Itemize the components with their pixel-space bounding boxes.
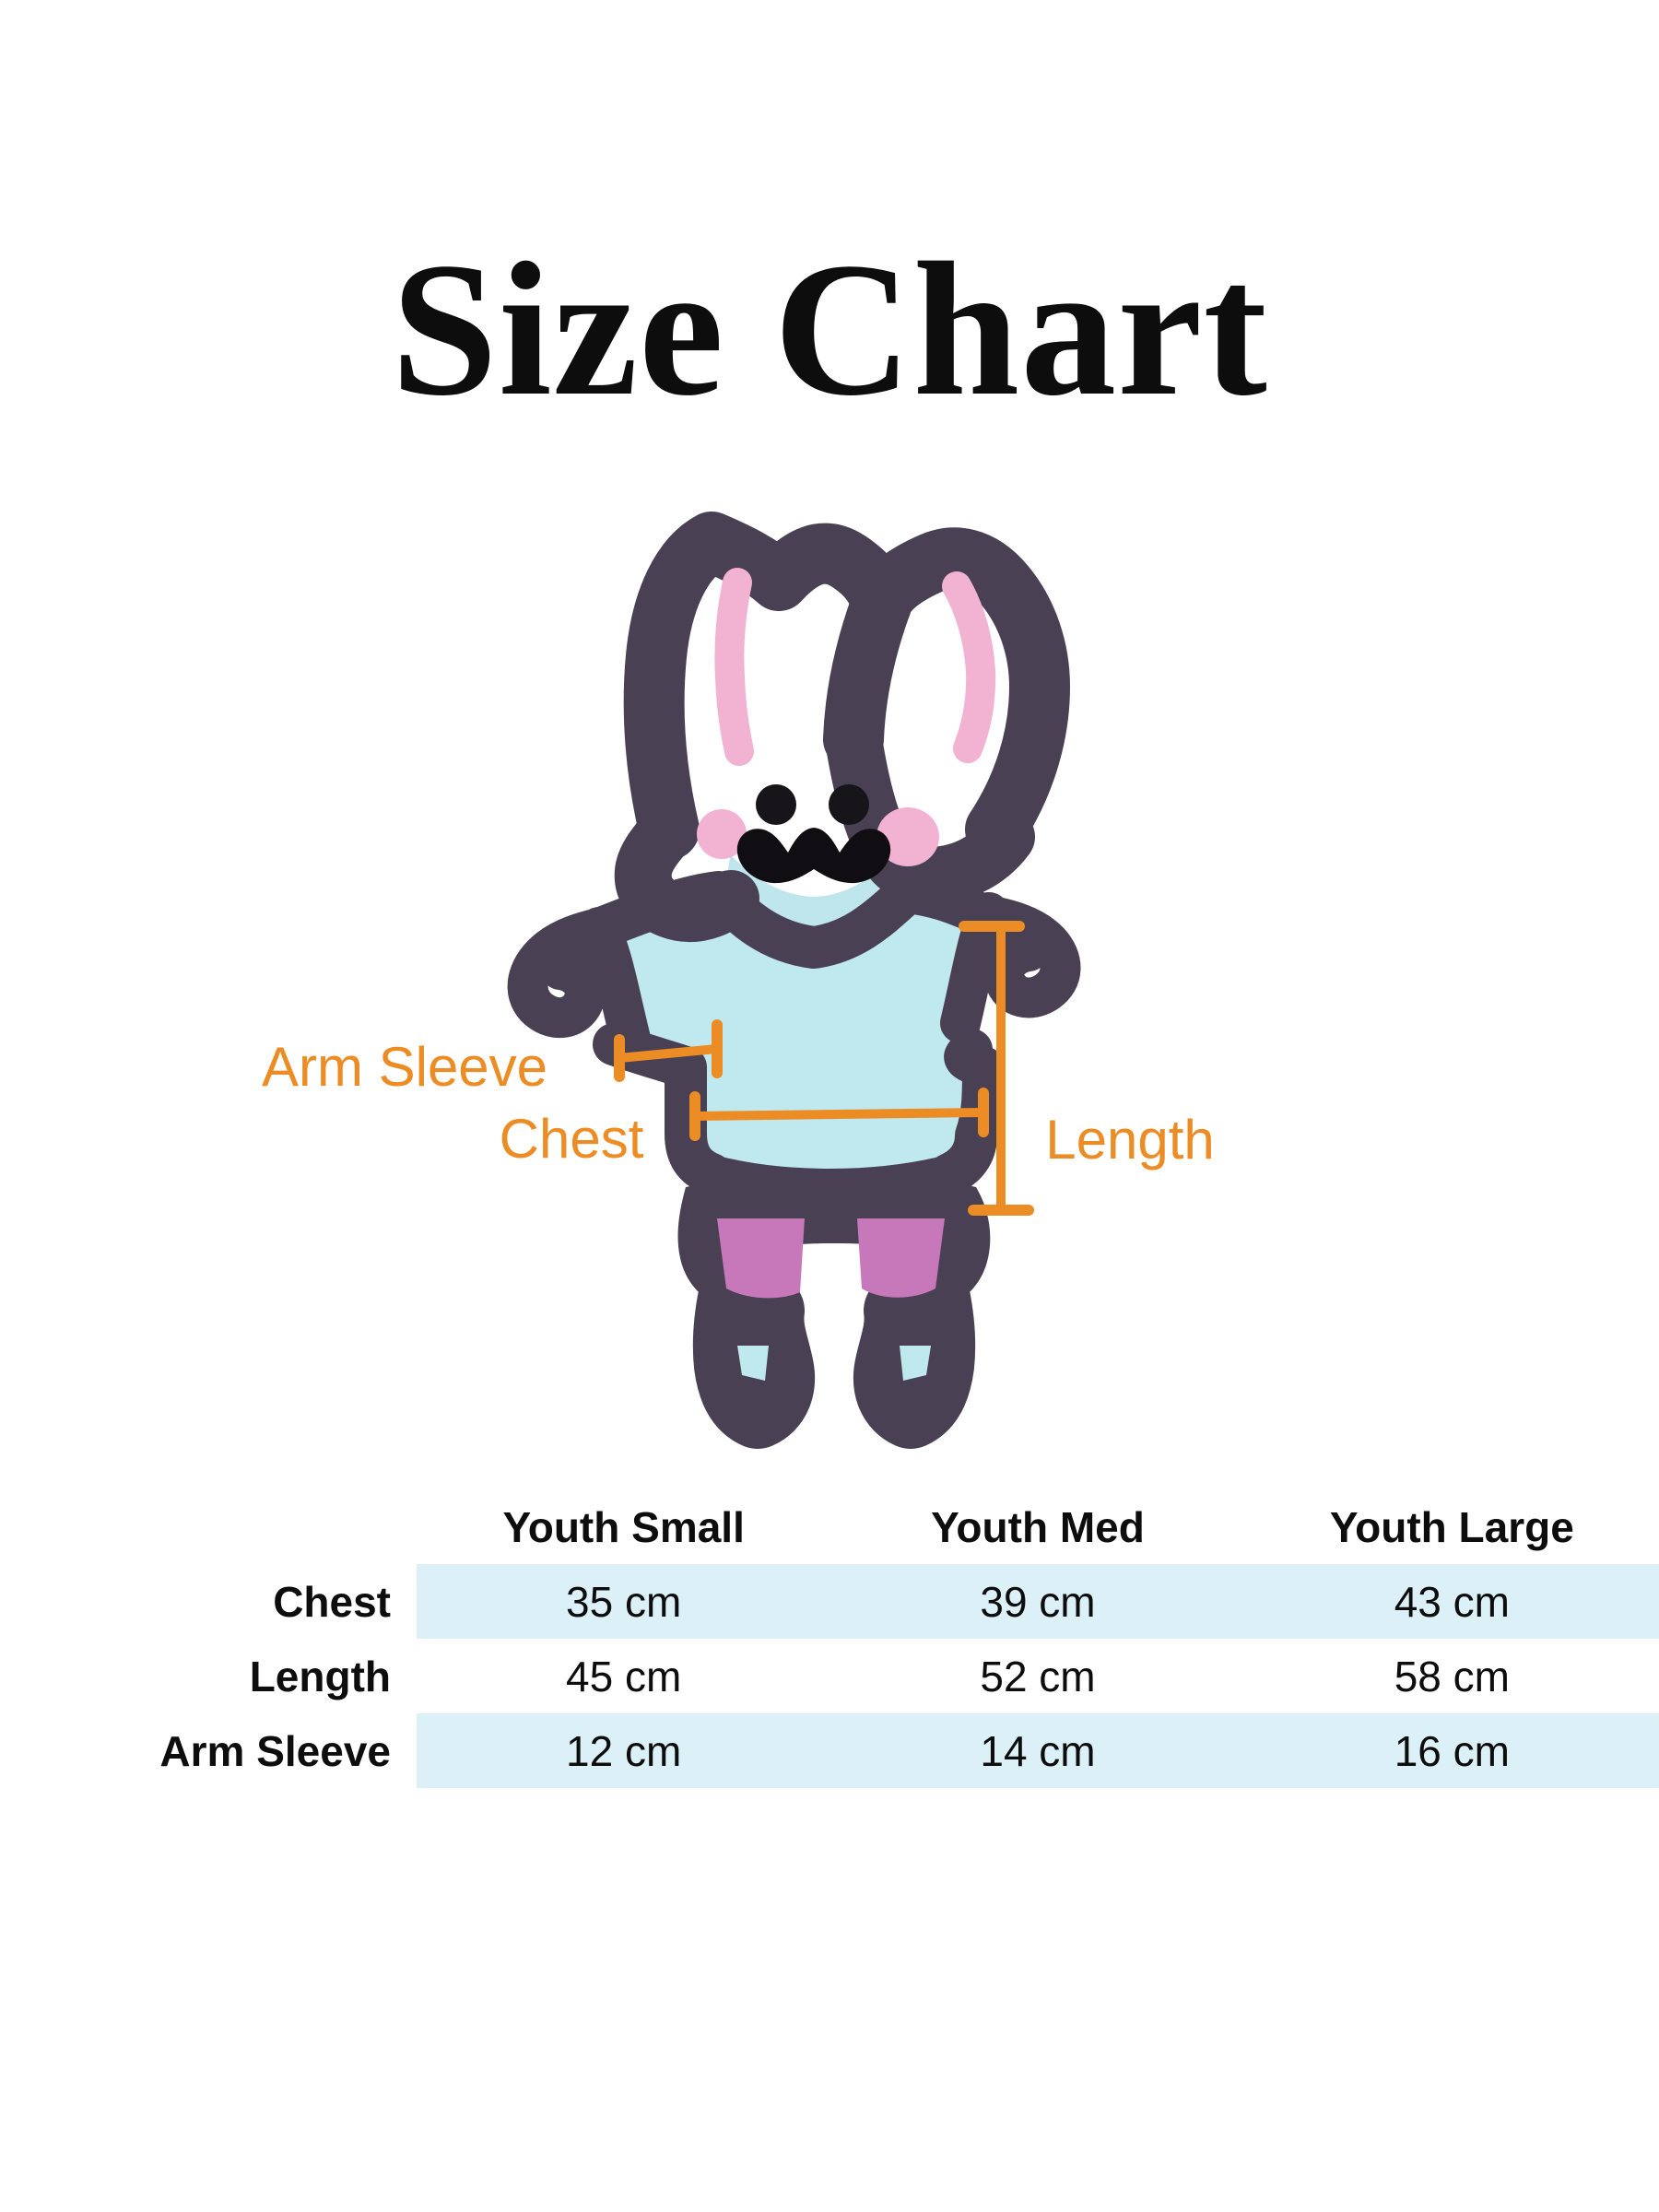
svg-text:Arm Sleeve: Arm Sleeve	[262, 1036, 547, 1098]
svg-text:Chest: Chest	[500, 1108, 644, 1170]
svg-text:Length: Length	[1045, 1109, 1215, 1171]
